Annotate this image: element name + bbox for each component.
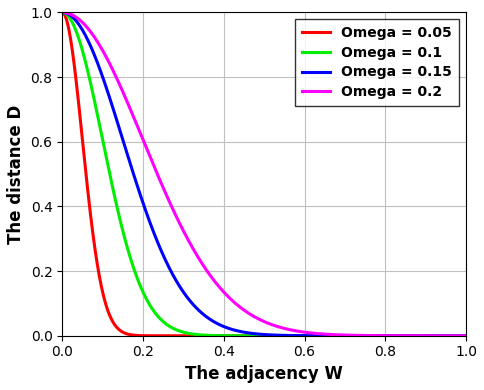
Omega = 0.2 [80, 20, 86, 25]
Omega = 0.2 [256, 317, 261, 321]
Line: Omega = 0.15: Omega = 0.15 [62, 12, 466, 336]
Omega = 0.15 [245, 330, 251, 335]
Y-axis label: The distance D: The distance D [7, 105, 25, 244]
Omega = 0.05 [256, 333, 261, 338]
Line: Omega = 0.1: Omega = 0.1 [62, 12, 466, 336]
Omega = 0.05 [463, 333, 469, 338]
Omega = 0.05 [245, 333, 251, 338]
Omega = 0.2 [463, 333, 469, 338]
Omega = 0.15 [463, 333, 469, 338]
Omega = 0.05 [452, 333, 457, 338]
Line: Omega = 0.2: Omega = 0.2 [62, 12, 466, 336]
Omega = 0.1 [452, 333, 457, 338]
X-axis label: The adjacency W: The adjacency W [185, 365, 343, 383]
Omega = 0.2 [245, 310, 251, 315]
Line: Omega = 0.05: Omega = 0.05 [62, 12, 466, 336]
Omega = 0.1 [463, 333, 469, 338]
Omega = 0.2 [60, 10, 65, 15]
Omega = 0.15 [451, 333, 457, 338]
Omega = 0.1 [245, 333, 251, 338]
Omega = 0.2 [452, 333, 457, 338]
Omega = 0.15 [80, 28, 86, 33]
Omega = 0.05 [80, 141, 86, 146]
Omega = 0.05 [60, 10, 65, 15]
Omega = 0.2 [378, 333, 383, 338]
Omega = 0.15 [378, 333, 383, 338]
Legend: Omega = 0.05, Omega = 0.1, Omega = 0.15, Omega = 0.2: Omega = 0.05, Omega = 0.1, Omega = 0.15,… [295, 20, 459, 106]
Omega = 0.15 [452, 333, 457, 338]
Omega = 0.05 [451, 333, 457, 338]
Omega = 0.1 [256, 333, 261, 338]
Omega = 0.1 [80, 50, 86, 54]
Omega = 0.05 [378, 333, 383, 338]
Omega = 0.15 [256, 332, 261, 337]
Omega = 0.1 [451, 333, 457, 338]
Omega = 0.2 [451, 333, 457, 338]
Omega = 0.1 [60, 10, 65, 15]
Omega = 0.15 [60, 10, 65, 15]
Omega = 0.1 [378, 333, 383, 338]
